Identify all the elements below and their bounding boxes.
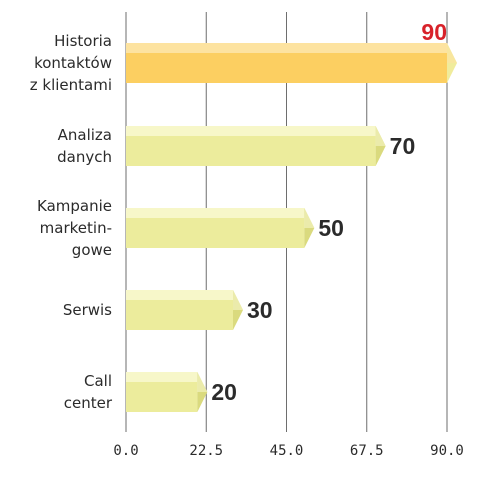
value-label: 30 xyxy=(247,297,273,323)
bar-top-bevel xyxy=(126,290,233,300)
bar-2 xyxy=(126,208,315,248)
category-labels: Historia kontaktów z klientami Analiza danyc… xyxy=(30,32,113,412)
x-tick-label: 22.5 xyxy=(189,443,223,459)
category-label: Historia kontaktów z klientami xyxy=(30,32,112,94)
category-label: Serwis xyxy=(63,301,112,319)
category-label: Kampanie marketin-gowe xyxy=(37,197,112,259)
x-tick-label: 67.5 xyxy=(350,443,384,459)
bar-1 xyxy=(126,126,386,166)
value-label: 50 xyxy=(318,215,344,241)
bar-4 xyxy=(126,372,208,412)
value-label: 90 xyxy=(421,19,447,45)
bar-0 xyxy=(126,43,457,83)
bar-top-bevel xyxy=(126,208,305,218)
x-axis-ticks: 0.0 22.5 45.0 67.5 90.0 xyxy=(113,443,464,459)
bar-3 xyxy=(126,290,243,330)
value-label: 70 xyxy=(390,133,416,159)
category-label: Call center xyxy=(64,372,113,412)
bar-top-bevel xyxy=(126,43,447,53)
bar-end-cap-light xyxy=(197,372,208,392)
bar-end-cap-light xyxy=(375,126,386,146)
value-labels: 90 70 50 30 20 xyxy=(211,19,447,405)
x-tick-label: 45.0 xyxy=(270,443,304,459)
bar-end-cap-light xyxy=(304,208,315,228)
category-label: Analiza danych xyxy=(57,126,112,166)
value-label: 20 xyxy=(211,379,237,405)
x-tick-label: 90.0 xyxy=(430,443,464,459)
bar-end-cap-light xyxy=(233,290,243,310)
bars xyxy=(126,43,457,412)
bar-top-bevel xyxy=(126,372,198,382)
bar-end-cap-light xyxy=(447,43,457,63)
bar-top-bevel xyxy=(126,126,376,136)
x-tick-label: 0.0 xyxy=(113,443,138,459)
